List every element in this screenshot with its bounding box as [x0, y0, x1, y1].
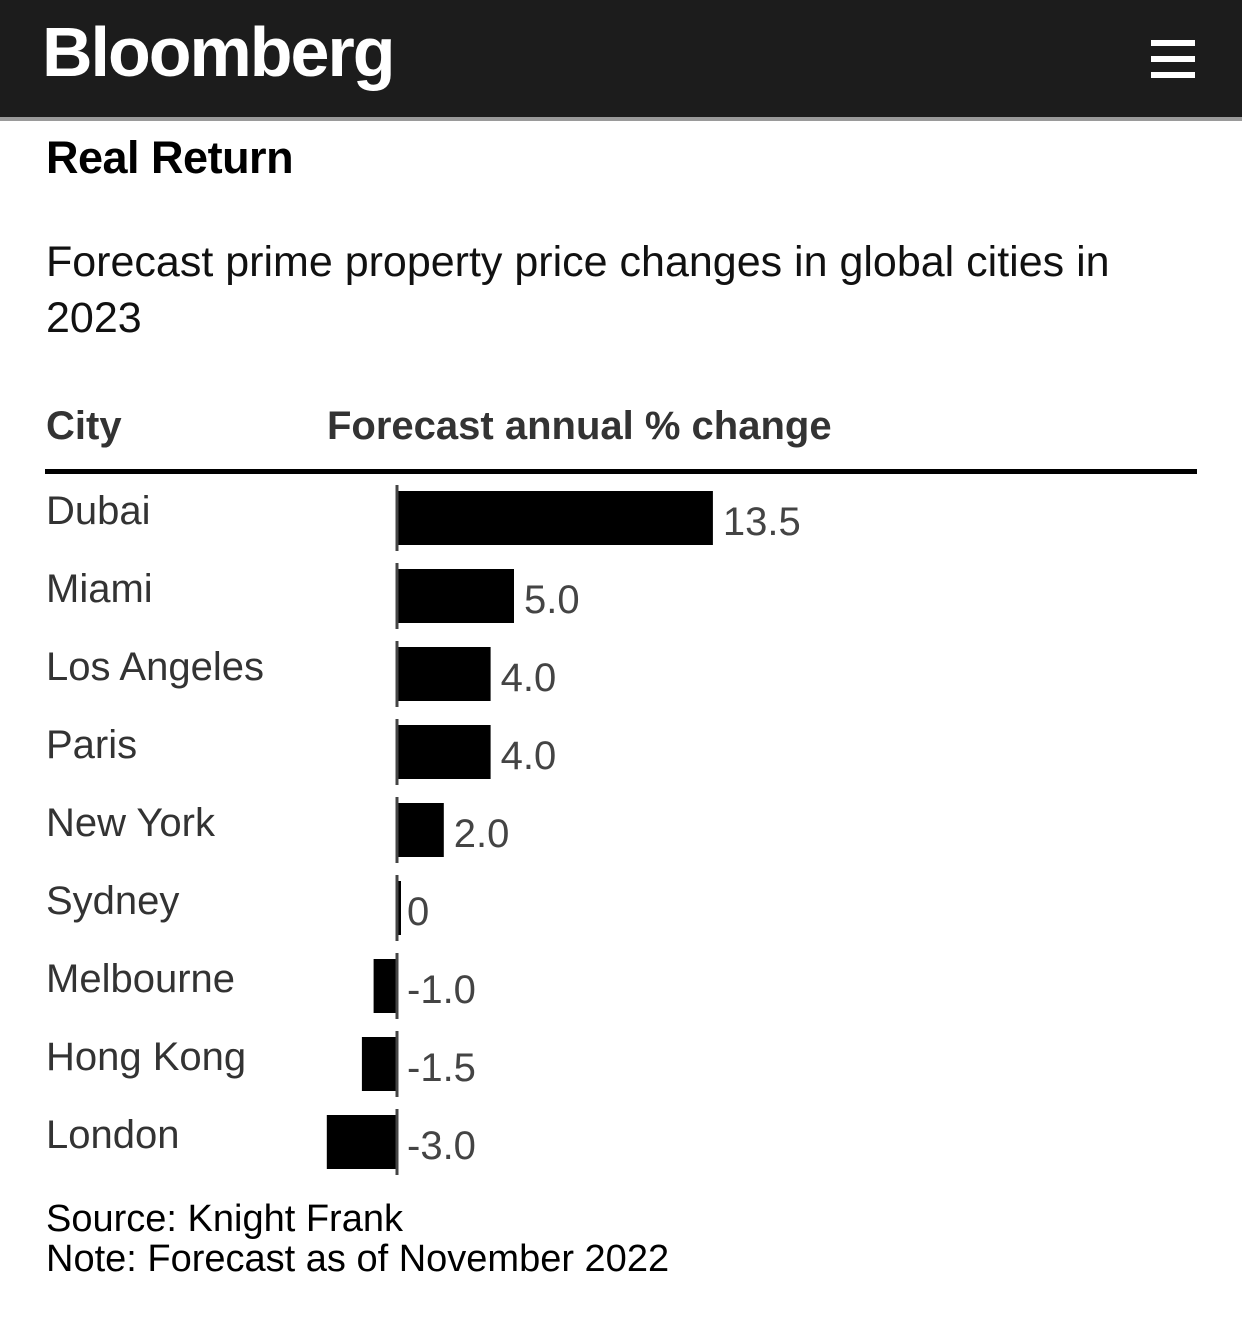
bar: [397, 569, 514, 623]
chart-title: Real Return: [46, 132, 294, 183]
city-label: Los Angeles: [46, 645, 264, 689]
value-label: -3.0: [407, 1124, 476, 1168]
column-header-value: Forecast annual % change: [327, 404, 832, 448]
value-label: 5.0: [524, 578, 580, 622]
bar: [326, 1115, 397, 1169]
bar: [397, 803, 444, 857]
value-label: 0: [407, 890, 429, 934]
city-label: Hong Kong: [46, 1035, 247, 1079]
value-label: 2.0: [454, 812, 510, 856]
city-label: Paris: [46, 723, 138, 767]
value-label: -1.0: [407, 968, 476, 1012]
value-label: -1.5: [407, 1046, 476, 1090]
value-label: 13.5: [723, 500, 801, 544]
bar: [397, 725, 491, 779]
forecast-note: Note: Forecast as of November 2022: [46, 1238, 670, 1280]
bar: [397, 881, 401, 935]
column-header-city: City: [46, 404, 122, 448]
source-note: Source: Knight Frank: [46, 1198, 403, 1240]
city-label: Dubai: [46, 489, 151, 533]
bloomberg-logo[interactable]: Bloomberg: [42, 13, 395, 91]
chart-subtitle: Forecast prime property price changes in…: [46, 238, 1110, 342]
city-label: London: [46, 1113, 180, 1157]
city-label: Melbourne: [46, 957, 236, 1001]
bar: [361, 1037, 397, 1091]
value-label: 4.0: [501, 656, 557, 700]
bar: [397, 647, 491, 701]
bar: [373, 959, 397, 1013]
city-label: New York: [46, 801, 215, 845]
bar-chart: 13.5 5.0 4.0 4.0 2.0 0 -1.0 -1.5 -3.0: [326, 485, 801, 1175]
city-label: Sydney: [46, 879, 180, 923]
bar: [397, 491, 713, 545]
header-rule: [45, 469, 1197, 474]
value-label: 4.0: [501, 734, 557, 778]
city-label: Miami: [46, 567, 153, 611]
hamburger-menu-icon[interactable]: [1151, 40, 1195, 78]
top-bar: Bloomberg: [0, 0, 1242, 121]
